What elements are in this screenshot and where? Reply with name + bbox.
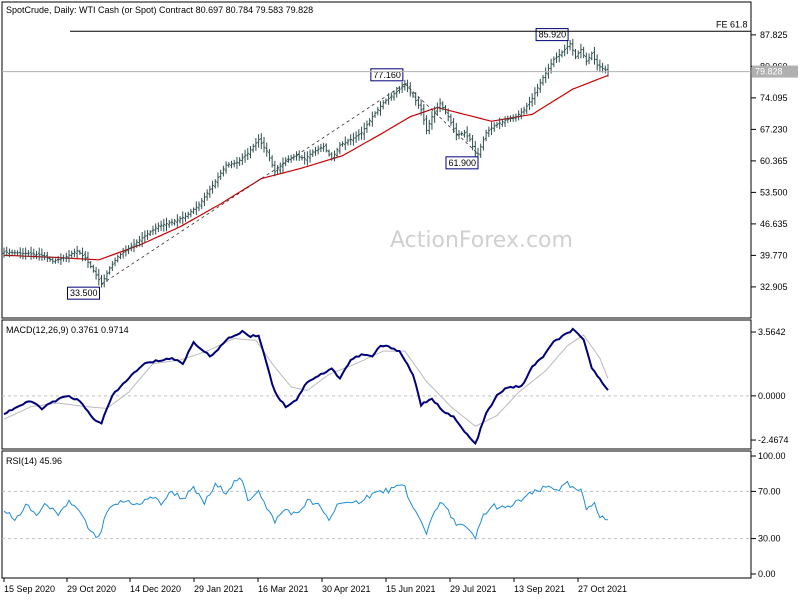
x-tick-label: 27 Oct 2021 (578, 584, 627, 594)
macd-tick-label: 0.0000 (758, 391, 786, 401)
price-annotation-box (67, 286, 101, 300)
price-panel-frame (1, 1, 752, 319)
macd-tick-label: -2.4674 (758, 435, 789, 445)
ohlc-bars (2, 38, 610, 288)
x-tick-label: 29 Jan 2021 (194, 584, 244, 594)
current-price-tag (752, 65, 798, 78)
price-tick-label: 53.500 (760, 187, 788, 197)
macd-y-ticks: 3.5642 0.0000 -2.4674 (2, 327, 789, 445)
rsi-title: RSI(14) 45.96 (6, 456, 62, 466)
price-annotation-label: 85.920 (539, 30, 567, 40)
watermark: ActionForex.com (390, 228, 573, 253)
price-tick-label: 46.635 (760, 219, 788, 229)
price-annotation-label: 61.900 (448, 158, 476, 168)
price-tick-label: 74.095 (760, 93, 788, 103)
price-annotation-label: 33.500 (70, 288, 98, 298)
macd-series (3, 327, 609, 446)
price-annotation-label: 77.160 (373, 70, 401, 80)
macd-title: MACD(12,26,9) 0.3761 0.9714 (6, 325, 129, 335)
macd-tick-label: 3.5642 (758, 327, 786, 337)
rsi-line (3, 477, 609, 541)
price-tick-label: 87.825 (760, 30, 788, 40)
x-tick-label: 16 Mar 2021 (258, 584, 309, 594)
price-overlays: FE 61.8 79.828 (2, 19, 798, 78)
price-title: SpotCrude, Daily: WTI Cash (or Spot) Con… (6, 5, 313, 15)
rsi-tick-label: 100.00 (758, 451, 786, 461)
x-tick-label: 14 Dec 2020 (130, 584, 181, 594)
rsi-tick-label: 0.00 (758, 569, 776, 579)
macd-line (3, 327, 609, 446)
trend-lines (101, 83, 479, 285)
x-tick-label: 15 Jun 2021 (386, 584, 436, 594)
x-tick-label: 30 Apr 2021 (322, 584, 371, 594)
x-tick-label: 29 Oct 2020 (67, 584, 116, 594)
price-tick-label: 39.770 (760, 250, 788, 260)
rsi-panel-frame (1, 450, 752, 579)
fe-label: FE 61.8 (716, 19, 748, 29)
rsi-tick-label: 30.00 (758, 534, 781, 544)
price-tick-label: 67.230 (760, 124, 788, 134)
x-tick-label: 13 Sep 2021 (514, 584, 565, 594)
macd-signal-line (3, 334, 609, 427)
price-tick-label: 60.365 (760, 156, 788, 166)
price-tick-label: 32.905 (760, 282, 788, 292)
trend-line (404, 83, 479, 155)
price-annotation-box (445, 156, 479, 170)
macd-panel-frame (1, 319, 752, 450)
rsi-series (3, 477, 609, 541)
trend-line (101, 83, 406, 285)
x-tick-label: 15 Sep 2020 (4, 584, 55, 594)
current-price-label: 79.828 (755, 67, 783, 77)
rsi-tick-label: 70.00 (758, 486, 781, 496)
x-axis-labels: 15 Sep 2020 29 Oct 2020 14 Dec 2020 29 Jan … (3, 578, 627, 594)
x-tick-label: 29 Jul 2021 (450, 584, 497, 594)
